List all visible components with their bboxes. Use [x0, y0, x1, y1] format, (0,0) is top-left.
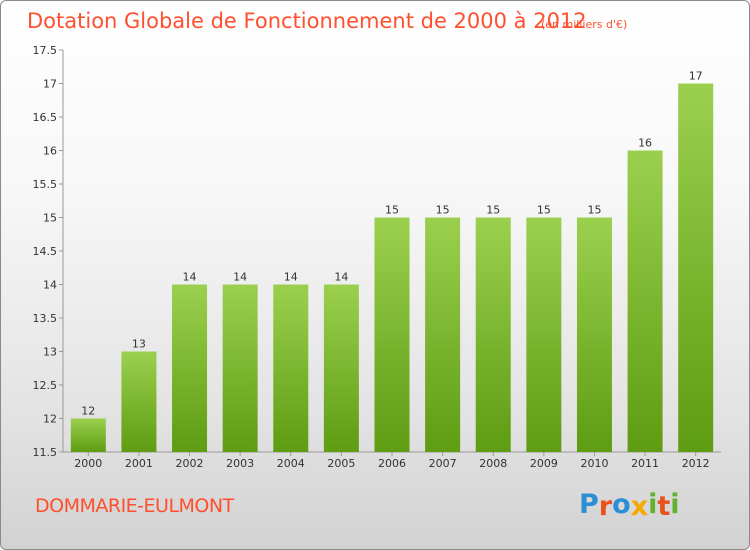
bar-value-label: 15	[537, 204, 551, 217]
bar	[323, 284, 359, 452]
y-tick-label: 15	[43, 212, 57, 225]
chart-bars	[70, 83, 714, 452]
y-tick-label: 16	[43, 145, 57, 158]
chart-title: Dotation Globale de Fonctionnement de 20…	[27, 9, 587, 33]
logo-letter: i	[648, 489, 658, 520]
bar-value-label: 13	[132, 338, 146, 351]
bar-value-label: 14	[284, 271, 298, 284]
bar	[70, 418, 106, 452]
x-tick-label: 2007	[429, 457, 457, 470]
x-tick-label: 2008	[479, 457, 507, 470]
x-tick-label: 2009	[530, 457, 558, 470]
bar	[222, 284, 258, 452]
logo-letter: o	[612, 489, 631, 520]
logo-letter: x	[630, 491, 649, 522]
y-tick-label: 17.5	[33, 44, 58, 57]
y-tick-label: 16.5	[33, 111, 58, 124]
bar	[172, 284, 208, 452]
y-tick-label: 13	[43, 346, 57, 359]
bar	[374, 217, 410, 452]
y-tick-label: 14.5	[33, 245, 58, 258]
proxiti-logo: Proxiti	[579, 489, 680, 522]
logo-letter: r	[598, 491, 613, 522]
bar	[475, 217, 511, 452]
bar-value-label: 14	[183, 271, 197, 284]
bar-value-label: 15	[587, 204, 601, 217]
y-tick-label: 14	[43, 279, 57, 292]
bar-value-label: 15	[385, 204, 399, 217]
x-tick-label: 2006	[378, 457, 406, 470]
x-tick-label: 2000	[74, 457, 102, 470]
bar	[273, 284, 309, 452]
x-tick-label: 2005	[327, 457, 355, 470]
bar	[627, 150, 663, 452]
bar-value-label: 14	[233, 271, 247, 284]
y-tick-label: 12.5	[33, 379, 58, 392]
x-tick-label: 2010	[580, 457, 608, 470]
x-tick-label: 2003	[226, 457, 254, 470]
bar	[425, 217, 461, 452]
bar-value-label: 14	[334, 271, 348, 284]
bar-value-label: 16	[638, 137, 652, 150]
logo-letter: P	[579, 489, 599, 520]
bar-value-label: 15	[486, 204, 500, 217]
y-tick-label: 12	[43, 413, 57, 426]
bar-value-label: 17	[689, 70, 703, 83]
chart-unit-note: (en milliers d'€)	[541, 18, 628, 31]
y-tick-label: 11.5	[33, 446, 58, 459]
logo-letter: i	[670, 489, 680, 520]
y-tick-label: 17	[43, 78, 57, 91]
y-tick-label: 13.5	[33, 312, 58, 325]
x-tick-label: 2012	[682, 457, 710, 470]
commune-name: DOMMARIE-EULMONT	[35, 495, 234, 517]
x-tick-label: 2002	[176, 457, 204, 470]
logo-letter: t	[657, 491, 671, 522]
x-tick-label: 2011	[631, 457, 659, 470]
chart-labels: 11.5 12 12.5 13 13.5 14 14.5 15 15.5 16 16.5 17 17.5…	[33, 44, 710, 470]
bar-value-label: 15	[436, 204, 450, 217]
bar	[526, 217, 562, 452]
bar	[121, 351, 157, 452]
bar	[678, 83, 714, 452]
bar	[576, 217, 612, 452]
x-tick-label: 2004	[277, 457, 305, 470]
bar-value-label: 12	[81, 405, 95, 418]
x-tick-label: 2001	[125, 457, 153, 470]
y-tick-label: 15.5	[33, 178, 58, 191]
